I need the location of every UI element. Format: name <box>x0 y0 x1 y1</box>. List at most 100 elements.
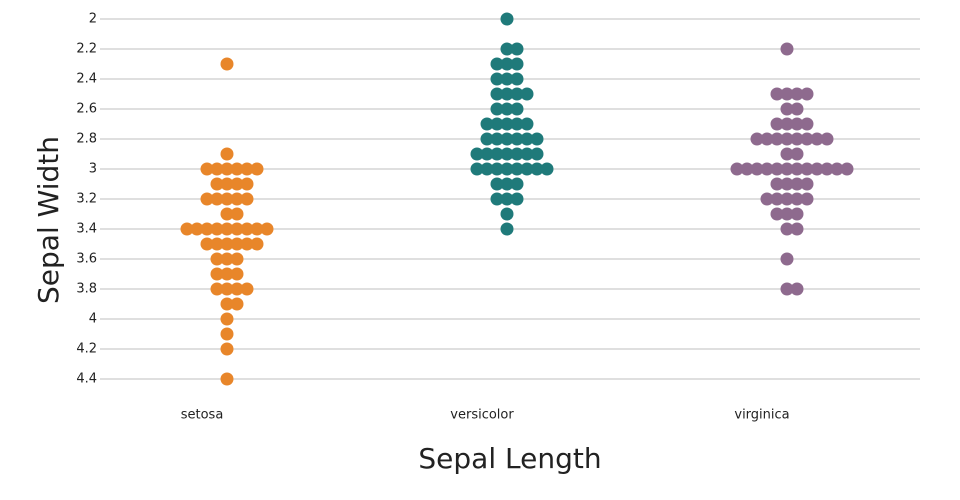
dot <box>770 177 784 191</box>
dot <box>800 192 814 206</box>
dot <box>530 147 544 161</box>
dot <box>810 132 824 146</box>
dot <box>510 102 524 116</box>
dot <box>780 177 794 191</box>
x-tick-label: setosa <box>181 408 224 423</box>
dot <box>760 192 774 206</box>
dot <box>780 162 794 176</box>
dot <box>500 12 514 26</box>
dot <box>470 147 484 161</box>
dot <box>790 177 804 191</box>
dot <box>500 42 514 56</box>
dot <box>780 147 794 161</box>
dot <box>500 87 514 101</box>
dot <box>800 177 814 191</box>
dot <box>220 57 234 71</box>
dot <box>740 162 754 176</box>
dot <box>230 207 244 221</box>
dot <box>210 222 224 236</box>
dot <box>530 162 544 176</box>
y-tick-label: 3.4 <box>76 222 97 237</box>
dot <box>790 192 804 206</box>
dot <box>770 87 784 101</box>
dot <box>230 297 244 311</box>
y-tick-label: 2.6 <box>76 102 97 117</box>
dot <box>510 177 524 191</box>
dot <box>490 192 504 206</box>
dot <box>510 162 524 176</box>
dot <box>230 237 244 251</box>
dot <box>520 87 534 101</box>
dot <box>210 192 224 206</box>
dot <box>230 282 244 296</box>
dot <box>540 162 554 176</box>
dot <box>790 102 804 116</box>
dot <box>750 132 764 146</box>
y-axis-title: Sepal Width <box>32 136 65 304</box>
dot <box>240 162 254 176</box>
dot <box>510 192 524 206</box>
y-tick-label: 4.4 <box>76 372 97 387</box>
dot <box>770 162 784 176</box>
dot <box>230 252 244 266</box>
dot <box>730 162 744 176</box>
dot <box>190 222 204 236</box>
dot <box>210 282 224 296</box>
dot <box>500 147 514 161</box>
dot <box>520 162 534 176</box>
dot <box>490 57 504 71</box>
dot <box>820 132 834 146</box>
dot <box>800 132 814 146</box>
dot <box>220 147 234 161</box>
dot <box>790 132 804 146</box>
dot <box>790 117 804 131</box>
dot <box>220 312 234 326</box>
dot <box>500 132 514 146</box>
dot <box>750 162 764 176</box>
dot <box>530 132 544 146</box>
dot <box>780 132 794 146</box>
dot <box>220 237 234 251</box>
dot <box>770 132 784 146</box>
dot <box>780 222 794 236</box>
dot <box>500 102 514 116</box>
dot <box>220 252 234 266</box>
dot <box>200 237 214 251</box>
dot <box>480 117 494 131</box>
dot <box>490 177 504 191</box>
dot <box>230 177 244 191</box>
dot <box>500 162 514 176</box>
dot <box>490 72 504 86</box>
dot <box>220 192 234 206</box>
dot <box>220 222 234 236</box>
x-axis-title: Sepal Length <box>418 442 601 475</box>
dot <box>230 267 244 281</box>
dot <box>200 222 214 236</box>
dot <box>760 162 774 176</box>
dot <box>220 297 234 311</box>
dot <box>490 147 504 161</box>
dot <box>800 117 814 131</box>
dot <box>790 87 804 101</box>
dot <box>790 162 804 176</box>
dot <box>780 117 794 131</box>
dot <box>490 132 504 146</box>
dot <box>800 162 814 176</box>
dot <box>820 162 834 176</box>
dot <box>490 117 504 131</box>
dot <box>240 222 254 236</box>
dot <box>510 42 524 56</box>
dot <box>240 282 254 296</box>
x-tick-label: versicolor <box>450 408 514 423</box>
x-tick-label: virginica <box>734 408 789 423</box>
dot <box>480 162 494 176</box>
dot <box>230 162 244 176</box>
dot <box>220 327 234 341</box>
y-tick-label: 3.2 <box>76 192 97 207</box>
dot <box>520 117 534 131</box>
dot <box>780 207 794 221</box>
dot <box>480 132 494 146</box>
dot <box>840 162 854 176</box>
dot <box>780 102 794 116</box>
dot <box>220 162 234 176</box>
